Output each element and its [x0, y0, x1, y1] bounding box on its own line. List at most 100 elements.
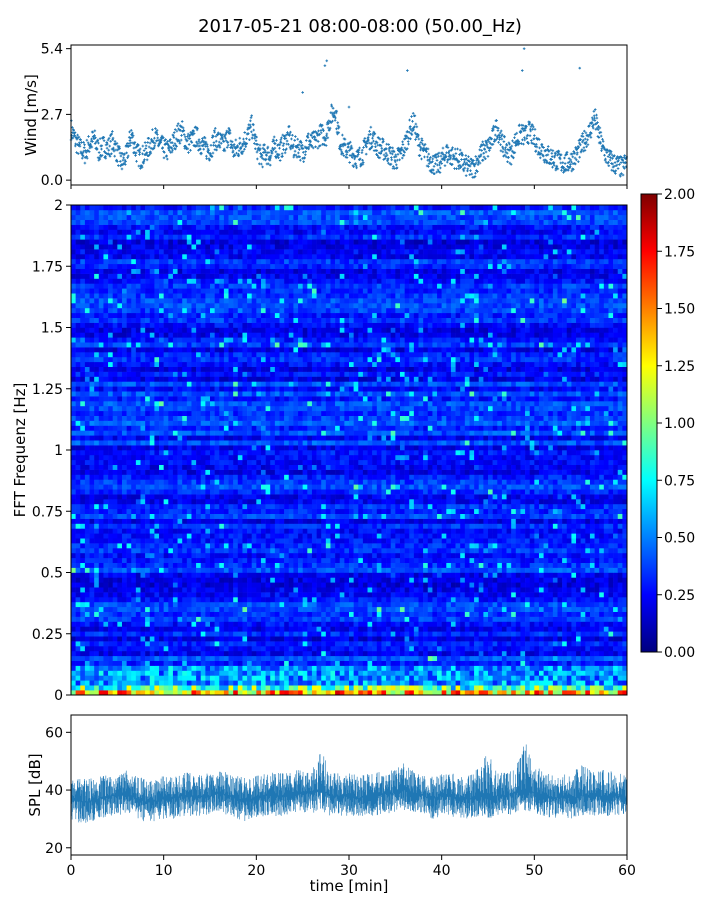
spectrogram-cell: [520, 641, 526, 647]
spectrogram-cell: [432, 680, 438, 686]
spectrogram-cell: [89, 597, 95, 603]
spectrogram-cell: [437, 611, 442, 617]
spectrogram-cell: [562, 685, 568, 691]
spectrogram-cell: [538, 577, 544, 583]
wind-point: [138, 150, 142, 154]
spectrogram-cell: [427, 582, 433, 588]
spectrogram-cell: [177, 650, 183, 657]
spectrogram-cell: [520, 675, 526, 681]
spectrogram-cell: [71, 611, 76, 617]
spectrogram-cell: [608, 577, 614, 583]
spectrogram-cell: [205, 636, 211, 642]
spectrogram-cell: [177, 631, 183, 637]
spectrogram-cell: [256, 572, 262, 578]
spectrogram-cell: [515, 675, 521, 681]
spectrogram-cell: [571, 592, 577, 598]
spectrogram-cell: [274, 685, 280, 691]
spectrogram-cell: [103, 680, 109, 686]
spectrogram-cell: [279, 675, 285, 681]
spectrogram-cell: [469, 631, 475, 637]
spectrogram-cell: [251, 597, 257, 603]
wind-point: [84, 150, 88, 154]
wind-point: [202, 143, 206, 146]
wind-point: [243, 147, 246, 151]
spectrogram-cell: [145, 660, 151, 666]
wind-point: [514, 139, 518, 143]
wind-point: [144, 147, 148, 150]
spectrogram-cell: [557, 631, 563, 637]
spectrogram-cell: [552, 601, 558, 608]
spectrogram-cell: [534, 670, 540, 676]
spectrogram-cell: [418, 611, 424, 617]
spectrogram-cell: [89, 572, 95, 578]
wind-point: [311, 146, 315, 150]
spectrogram-cell: [506, 601, 512, 608]
spectrogram-cell: [538, 626, 544, 632]
spectrogram-cell: [538, 597, 544, 603]
wind-point: [137, 149, 141, 152]
spectrogram-cell: [566, 592, 572, 598]
spectrogram-cell: [210, 641, 215, 647]
spectrogram-cell: [311, 567, 317, 573]
wind-point: [341, 133, 344, 137]
wind-point: [91, 140, 94, 143]
spectrogram-cell: [214, 582, 220, 588]
spectrogram-cell: [515, 636, 521, 642]
wind-point: [135, 159, 138, 163]
spectrogram-cell: [613, 601, 619, 608]
spectrogram-cell: [71, 680, 76, 686]
spectrogram-cell: [219, 557, 225, 563]
wind-point: [233, 154, 237, 157]
spectrogram-cell: [302, 587, 308, 593]
wind-point: [210, 155, 214, 158]
spectrogram-cell: [617, 655, 623, 661]
spectrogram-cell: [108, 577, 113, 583]
spectrogram-cell: [233, 606, 239, 612]
spectrogram-cell: [395, 650, 401, 657]
spectrogram-cell: [460, 587, 466, 593]
spectrogram-cell: [316, 655, 322, 661]
spectrogram-cell: [460, 680, 466, 686]
spectrogram-cell: [386, 621, 391, 627]
spectrogram-cell: [293, 626, 299, 632]
spectrogram-cell: [302, 636, 308, 642]
wind-point: [182, 129, 186, 132]
spectrogram-cell: [603, 636, 609, 642]
spectrogram-cell: [98, 557, 104, 563]
spectrogram-cell: [191, 606, 197, 612]
spectrogram-cell: [200, 601, 206, 608]
spectrogram-cell: [543, 655, 549, 661]
spectrogram-cell: [84, 665, 90, 671]
spectrogram-cell: [89, 641, 95, 647]
wind-point: [550, 155, 554, 158]
spectrogram-cell: [80, 611, 86, 617]
spectrogram-cell: [460, 611, 466, 617]
spectrogram-cell: [395, 665, 401, 671]
spectrogram-cell: [168, 562, 174, 568]
spectrogram-cell: [566, 572, 572, 578]
spectrogram-cell: [455, 675, 461, 681]
spectrogram-cell: [288, 675, 294, 681]
spectrogram-cell: [529, 621, 535, 627]
spectrogram-cell: [251, 616, 257, 622]
spectrogram-cell: [163, 621, 169, 627]
spectrogram-cell: [168, 641, 174, 647]
wind-point: [390, 156, 393, 159]
spectrogram-cell: [427, 660, 433, 666]
spectrogram-cell: [483, 641, 489, 647]
spectrogram-cell: [284, 557, 290, 563]
spectrogram-cell: [413, 665, 419, 671]
spectrogram-cell: [270, 611, 276, 617]
spectrogram-cell: [562, 680, 568, 686]
wind-point: [71, 131, 74, 134]
spectrogram-cell: [529, 660, 535, 666]
spectrogram-cell: [223, 670, 229, 676]
spectrogram-cell: [580, 650, 586, 657]
spectrogram-cell: [520, 655, 526, 661]
spectrogram-cell: [613, 572, 619, 578]
spectrogram-cell: [270, 655, 276, 661]
spectrogram-cell: [557, 621, 563, 627]
spectrogram-cell: [603, 567, 609, 573]
spectrogram-cell: [381, 650, 387, 657]
wind-point: [348, 161, 351, 164]
